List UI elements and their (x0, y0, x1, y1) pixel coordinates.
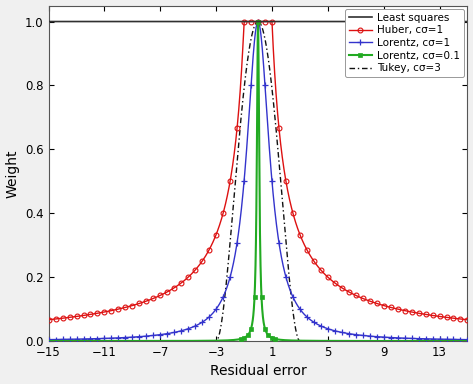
Lorentz, cσ=1 (184, 327, 190, 331)
Lorentz, cσ=1 (446, 337, 451, 342)
Tukey, cσ=3 (129, 339, 135, 343)
Huber, cσ=1 (184, 275, 190, 280)
Lorentz, cσ=0.1 (464, 339, 470, 343)
Lorentz, cσ=1 (129, 335, 135, 339)
Tukey, cσ=3 (300, 339, 306, 343)
Lorentz, cσ=0.1 (212, 338, 218, 343)
Huber, cσ=1 (300, 239, 306, 244)
Lorentz, cσ=1 (247, 102, 253, 106)
Tukey, cσ=3 (247, 43, 253, 48)
Least squares (129, 19, 135, 24)
Line: Lorentz, cσ=0.1: Lorentz, cσ=0.1 (47, 20, 469, 343)
Lorentz, cσ=0.1 (300, 338, 306, 343)
Lorentz, cσ=0.1 (446, 339, 451, 343)
Huber, cσ=1 (129, 303, 135, 308)
Least squares (184, 19, 190, 24)
Line: Lorentz, cσ=1: Lorentz, cσ=1 (46, 19, 470, 343)
Tukey, cσ=3 (46, 339, 52, 343)
Lorentz, cσ=0.1 (129, 339, 135, 343)
X-axis label: Residual error: Residual error (210, 364, 307, 379)
Least squares (300, 19, 306, 24)
Legend: Least squares, Huber, cσ=1, Lorentz, cσ=1, Lorentz, cσ=0.1, Tukey, cσ=3: Least squares, Huber, cσ=1, Lorentz, cσ=… (345, 9, 464, 78)
Line: Huber, cσ=1: Huber, cσ=1 (46, 19, 470, 322)
Huber, cσ=1 (446, 315, 451, 320)
Least squares (46, 19, 52, 24)
Lorentz, cσ=1 (464, 337, 470, 342)
Tukey, cσ=3 (212, 339, 218, 343)
Lorentz, cσ=0.1 (184, 339, 190, 343)
Lorentz, cσ=1 (212, 308, 218, 313)
Huber, cσ=1 (241, 19, 247, 24)
Huber, cσ=1 (212, 234, 218, 239)
Tukey, cσ=3 (464, 339, 470, 343)
Y-axis label: Weight: Weight (6, 149, 19, 197)
Lorentz, cσ=0.1 (46, 339, 52, 343)
Tukey, cσ=3 (446, 339, 451, 343)
Huber, cσ=1 (464, 318, 470, 322)
Lorentz, cσ=1 (46, 337, 52, 342)
Least squares (446, 19, 451, 24)
Lorentz, cσ=1 (300, 310, 306, 315)
Least squares (247, 19, 253, 24)
Huber, cσ=1 (46, 318, 52, 322)
Lorentz, cσ=0.1 (247, 330, 253, 334)
Tukey, cσ=3 (255, 19, 261, 24)
Tukey, cσ=3 (184, 339, 190, 343)
Least squares (212, 19, 218, 24)
Line: Tukey, cσ=3: Tukey, cσ=3 (49, 22, 467, 341)
Lorentz, cσ=0.1 (255, 19, 261, 24)
Huber, cσ=1 (247, 19, 253, 24)
Lorentz, cσ=1 (255, 19, 261, 24)
Least squares (464, 19, 470, 24)
